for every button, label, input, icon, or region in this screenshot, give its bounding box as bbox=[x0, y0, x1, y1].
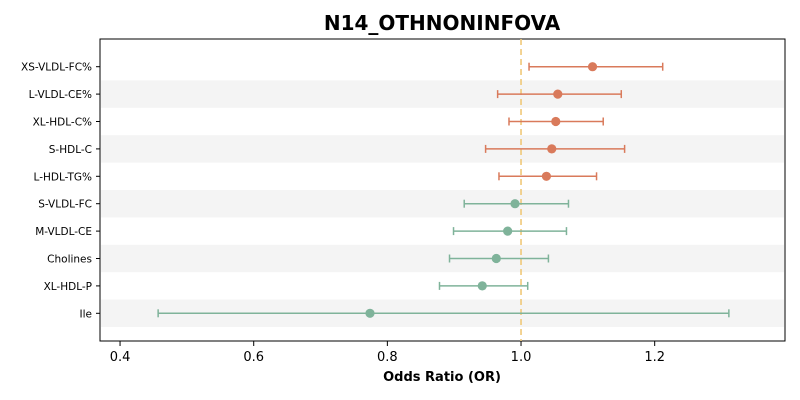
y-tick-label-l-hdl-tg: L-HDL-TG% bbox=[34, 171, 92, 183]
point-l-hdl-tg bbox=[541, 171, 552, 181]
point-m-vldl-ce bbox=[503, 226, 513, 236]
x-axis-label: Odds Ratio (OR) bbox=[383, 370, 501, 385]
plot-frame bbox=[99, 38, 786, 342]
y-tick-label-s-hdl-c: S-HDL-C bbox=[49, 144, 92, 156]
point-cholines bbox=[491, 253, 501, 264]
point-l-vldl-ce bbox=[553, 89, 563, 99]
point-xl-hdl-p bbox=[477, 281, 487, 291]
x-tick-label-4: 1.2 bbox=[644, 350, 665, 365]
row-shade-s-hdl-c bbox=[101, 135, 784, 163]
row-shading bbox=[101, 80, 784, 327]
y-tick-label-xs-vldl-fc: XS-VLDL-FC% bbox=[21, 62, 92, 74]
y-tick-label-s-vldl-fc: S-VLDL-FC bbox=[38, 199, 92, 211]
row-shade-cholines bbox=[101, 244, 784, 273]
x-tick-label-1: 0.6 bbox=[243, 350, 264, 365]
point-ile bbox=[365, 308, 375, 318]
x-tick-label-3: 1.0 bbox=[511, 350, 532, 365]
x-axis: 0.4 0.6 0.8 1.0 1.2 bbox=[110, 341, 665, 365]
x-tick-label-0: 0.4 bbox=[110, 350, 131, 365]
y-tick-label-cholines: Cholines bbox=[47, 254, 92, 266]
point-s-vldl-fc bbox=[510, 199, 520, 209]
y-tick-label-l-vldl-ce: L-VLDL-CE% bbox=[29, 89, 92, 101]
y-tick-label-ile: Ile bbox=[80, 308, 92, 320]
point-s-hdl-c bbox=[547, 144, 557, 154]
y-axis: XS-VLDL-FC% L-VLDL-CE% XL-HDL-C% S-HDL-C L-H… bbox=[21, 62, 100, 320]
row-shade-s-vldl-fc bbox=[101, 190, 784, 218]
y-tick-label-xl-hdl-p: XL-HDL-P bbox=[44, 281, 92, 293]
point-xs-vldl-fc bbox=[587, 62, 598, 72]
chart-title: N14_OTHNONINFOVA bbox=[324, 11, 561, 35]
y-tick-label-m-vldl-ce: M-VLDL-CE bbox=[35, 226, 92, 238]
point-xl-hdl-c bbox=[551, 116, 561, 127]
x-tick-label-2: 0.8 bbox=[377, 350, 398, 365]
y-tick-label-xl-hdl-c: XL-HDL-C% bbox=[33, 117, 92, 129]
markers-layer bbox=[157, 62, 730, 318]
row-shade-l-vldl-ce bbox=[101, 80, 784, 108]
